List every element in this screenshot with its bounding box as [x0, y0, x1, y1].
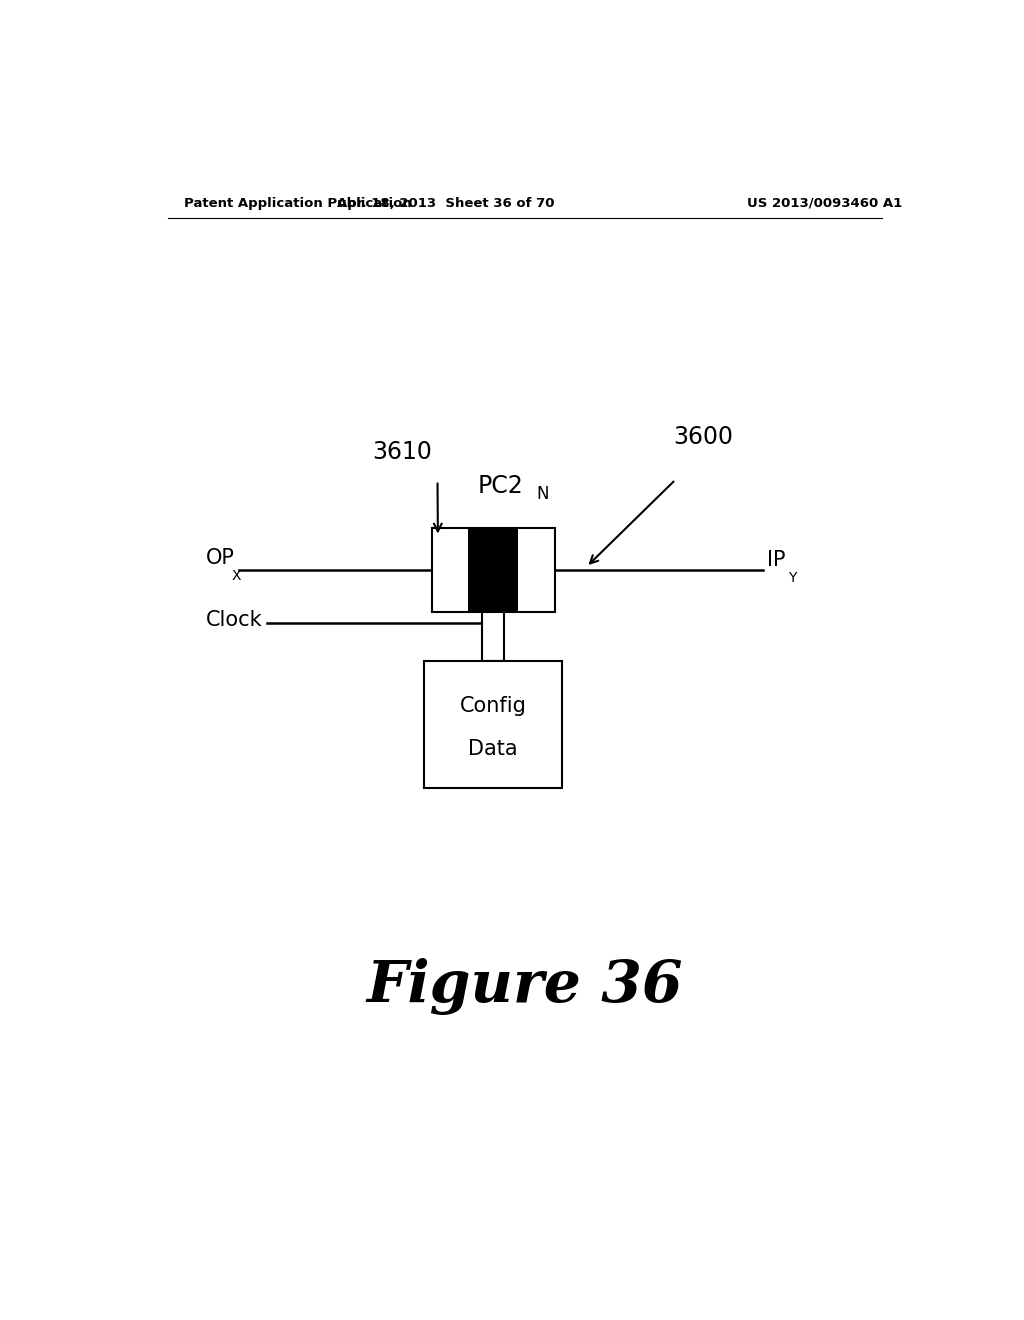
- Bar: [431, 528, 555, 611]
- Text: Apr. 18, 2013  Sheet 36 of 70: Apr. 18, 2013 Sheet 36 of 70: [337, 197, 554, 210]
- Text: Patent Application Publication: Patent Application Publication: [183, 197, 412, 210]
- Text: Clock: Clock: [206, 610, 263, 630]
- Text: N: N: [537, 484, 549, 503]
- Text: 3610: 3610: [372, 440, 432, 465]
- Text: US 2013/0093460 A1: US 2013/0093460 A1: [748, 197, 902, 210]
- Text: 3600: 3600: [674, 425, 733, 449]
- Bar: [482, 611, 504, 660]
- Bar: [468, 528, 518, 611]
- Text: OP: OP: [206, 548, 236, 568]
- Text: IP: IP: [767, 550, 785, 570]
- Text: Y: Y: [788, 572, 797, 585]
- Text: PC2: PC2: [478, 474, 524, 498]
- Bar: [424, 660, 562, 788]
- Text: Config: Config: [460, 696, 526, 717]
- Text: X: X: [231, 569, 241, 583]
- Text: Figure 36: Figure 36: [367, 958, 683, 1015]
- Text: Data: Data: [468, 739, 518, 759]
